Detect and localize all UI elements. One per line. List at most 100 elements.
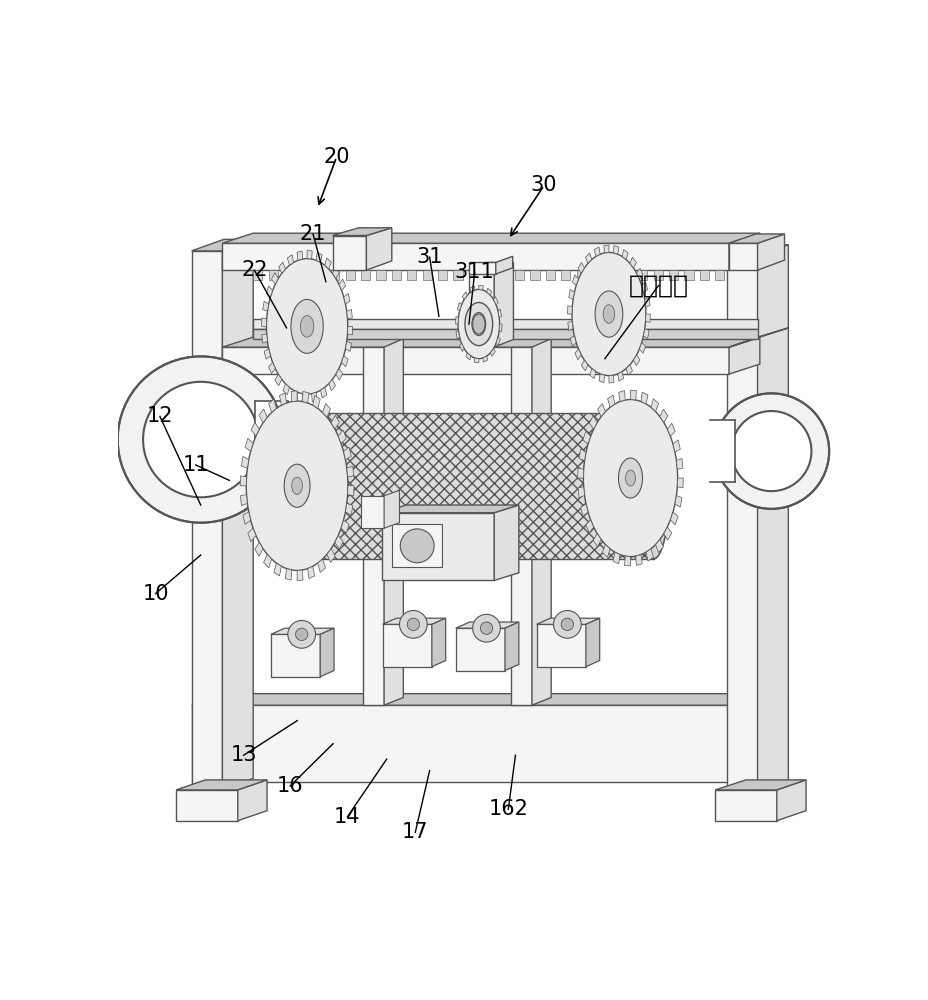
Polygon shape <box>271 273 278 284</box>
Text: 22: 22 <box>241 260 267 280</box>
Polygon shape <box>406 270 416 280</box>
Text: 16: 16 <box>277 776 303 796</box>
Polygon shape <box>271 634 320 677</box>
Polygon shape <box>265 286 273 297</box>
Ellipse shape <box>625 470 635 486</box>
Polygon shape <box>728 234 783 243</box>
Polygon shape <box>382 618 445 624</box>
Polygon shape <box>469 270 494 347</box>
Polygon shape <box>262 334 267 343</box>
Polygon shape <box>505 622 519 671</box>
Ellipse shape <box>561 618 573 631</box>
Polygon shape <box>313 396 320 408</box>
Polygon shape <box>635 555 641 565</box>
Polygon shape <box>453 270 462 280</box>
Polygon shape <box>278 262 285 273</box>
Polygon shape <box>361 496 383 528</box>
Ellipse shape <box>471 312 485 336</box>
Polygon shape <box>494 505 519 580</box>
Polygon shape <box>381 505 519 513</box>
Polygon shape <box>469 262 496 274</box>
Polygon shape <box>339 279 345 290</box>
Polygon shape <box>776 780 806 821</box>
Polygon shape <box>275 374 281 386</box>
Text: 12: 12 <box>147 406 173 426</box>
Polygon shape <box>612 552 619 564</box>
Polygon shape <box>638 343 645 353</box>
Polygon shape <box>653 270 662 280</box>
Polygon shape <box>341 520 349 533</box>
Polygon shape <box>546 270 554 280</box>
Polygon shape <box>499 270 509 280</box>
Polygon shape <box>728 694 788 782</box>
Polygon shape <box>469 262 513 270</box>
Polygon shape <box>347 486 354 496</box>
Polygon shape <box>382 624 432 667</box>
Polygon shape <box>327 549 335 562</box>
Polygon shape <box>271 628 334 634</box>
Polygon shape <box>469 270 478 280</box>
Polygon shape <box>222 239 253 790</box>
Ellipse shape <box>118 356 284 523</box>
Polygon shape <box>287 255 293 265</box>
Polygon shape <box>432 618 445 667</box>
Polygon shape <box>191 694 788 705</box>
Polygon shape <box>307 250 312 259</box>
Ellipse shape <box>730 411 810 491</box>
Polygon shape <box>684 270 693 280</box>
Polygon shape <box>343 293 350 304</box>
Polygon shape <box>715 790 776 821</box>
Polygon shape <box>483 270 493 280</box>
Polygon shape <box>284 270 293 280</box>
Polygon shape <box>465 353 470 360</box>
Polygon shape <box>243 512 251 524</box>
Text: 14: 14 <box>334 807 360 827</box>
Text: 金属管道: 金属管道 <box>628 274 688 298</box>
Ellipse shape <box>637 413 669 559</box>
Polygon shape <box>643 329 649 339</box>
Polygon shape <box>567 306 572 314</box>
Polygon shape <box>334 536 342 549</box>
Polygon shape <box>254 542 263 556</box>
Polygon shape <box>636 268 642 279</box>
Polygon shape <box>307 566 315 579</box>
Polygon shape <box>568 290 574 299</box>
Polygon shape <box>572 275 578 285</box>
Polygon shape <box>290 391 297 402</box>
Polygon shape <box>282 384 290 395</box>
Text: 21: 21 <box>300 224 326 244</box>
Polygon shape <box>303 391 309 403</box>
Ellipse shape <box>553 610 581 638</box>
Polygon shape <box>577 487 584 498</box>
Polygon shape <box>245 438 252 451</box>
Polygon shape <box>332 228 392 235</box>
Polygon shape <box>603 245 608 253</box>
Polygon shape <box>608 375 613 383</box>
Polygon shape <box>640 392 647 404</box>
Polygon shape <box>612 246 618 254</box>
Polygon shape <box>241 456 249 468</box>
Polygon shape <box>299 270 308 280</box>
Polygon shape <box>346 309 352 319</box>
Ellipse shape <box>246 401 347 570</box>
Ellipse shape <box>400 529 433 563</box>
Polygon shape <box>342 356 348 367</box>
Polygon shape <box>601 545 610 557</box>
Polygon shape <box>589 369 595 379</box>
Polygon shape <box>567 321 573 331</box>
Polygon shape <box>422 270 432 280</box>
Polygon shape <box>607 395 614 407</box>
Polygon shape <box>536 618 599 624</box>
Polygon shape <box>320 628 334 677</box>
Ellipse shape <box>143 382 258 497</box>
Polygon shape <box>726 245 788 255</box>
Polygon shape <box>638 270 647 280</box>
Polygon shape <box>594 247 599 256</box>
Text: 17: 17 <box>402 822 428 842</box>
Polygon shape <box>330 415 339 429</box>
Polygon shape <box>302 394 307 402</box>
Polygon shape <box>607 270 616 280</box>
Polygon shape <box>677 478 682 488</box>
Polygon shape <box>222 243 728 270</box>
Polygon shape <box>490 349 495 356</box>
